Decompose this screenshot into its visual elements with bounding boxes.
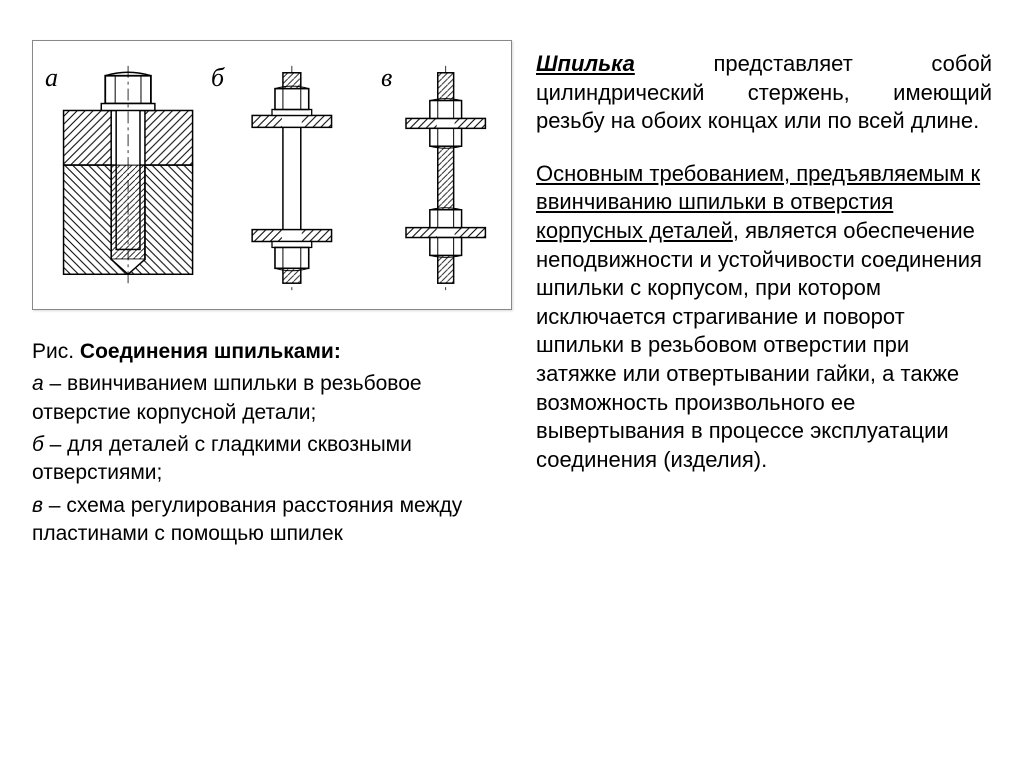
caption-a: а – ввинчиванием шпильки в резьбовое отв… bbox=[32, 370, 512, 427]
caption-prefix: Рис. bbox=[32, 340, 80, 363]
caption-b: б – для деталей с гладкими сквозными отв… bbox=[32, 431, 512, 488]
stud-connections-svg bbox=[33, 41, 511, 309]
caption-b-text: – для деталей с гладкими сквозными отвер… bbox=[32, 433, 412, 484]
caption-a-text: – ввинчиванием шпильки в резьбовое отвер… bbox=[32, 372, 422, 423]
figure-label-v: в bbox=[381, 63, 392, 93]
caption-b-label: б bbox=[32, 433, 44, 456]
p2-b: , является bbox=[733, 218, 843, 243]
right-column: Шпилька представляет собой цилиндрически… bbox=[536, 40, 992, 727]
caption-title-line: Рис. Соединения шпильками: bbox=[32, 338, 512, 366]
caption-v-label: в bbox=[32, 494, 43, 517]
paragraph-1: Шпилька представляет собой цилиндрически… bbox=[536, 50, 992, 136]
paragraph-2: Основным требованием, предъявляемым к вв… bbox=[536, 160, 992, 475]
figure-label-b: б bbox=[211, 63, 224, 93]
figure-label-a: а bbox=[45, 63, 58, 93]
caption-a-label: а bbox=[32, 372, 44, 395]
p2-d: и устойчивости соединения шпильки с корп… bbox=[536, 247, 982, 472]
figure-caption: Рис. Соединения шпильками: а – ввинчиван… bbox=[32, 338, 512, 552]
caption-v: в – схема регулирования расстояния между… bbox=[32, 492, 512, 549]
caption-title: Соединения шпильками: bbox=[80, 340, 341, 363]
caption-v-text: – схема регулирования расстояния между п… bbox=[32, 494, 462, 545]
left-column: а б в bbox=[32, 40, 512, 727]
figure-diagram: а б в bbox=[32, 40, 512, 310]
term-stud: Шпилька bbox=[536, 51, 635, 76]
